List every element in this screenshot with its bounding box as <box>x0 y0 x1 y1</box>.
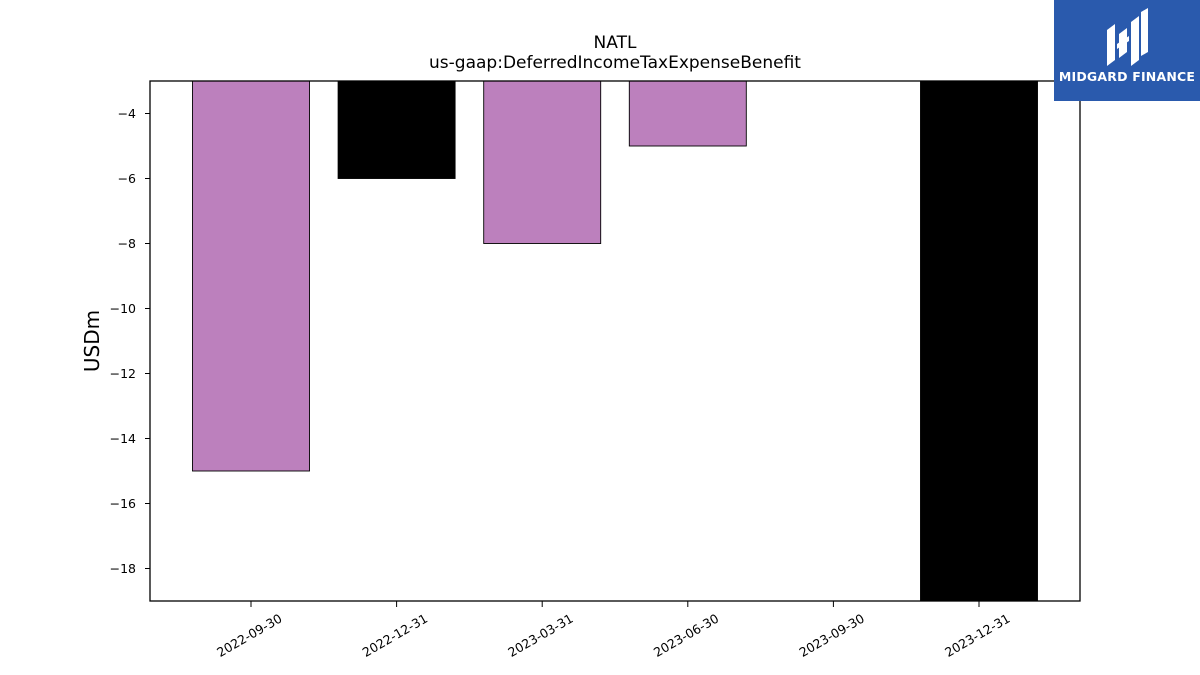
x-tick-label: 2022-12-31 <box>360 611 430 660</box>
bar-2022-09-30 <box>192 80 310 472</box>
bar-2022-12-31 <box>337 80 456 179</box>
y-tick-label: −14 <box>110 431 136 446</box>
x-tick-label: 2023-12-31 <box>942 611 1012 660</box>
bar-2023-06-30 <box>628 80 747 147</box>
logo-text: MIDGARD FINANCE <box>1058 69 1196 84</box>
y-tick-label: −4 <box>118 106 136 121</box>
y-tick-label: −10 <box>110 301 136 316</box>
chart-title: NATL <box>594 33 637 53</box>
x-tick-label: 2023-03-31 <box>505 611 575 660</box>
y-axis-label: USDm <box>80 310 104 372</box>
bar-2023-03-31 <box>483 80 602 244</box>
x-tick-label: 2022-09-30 <box>214 611 284 660</box>
y-tick-label: −6 <box>118 171 136 186</box>
x-tick-label: 2023-06-30 <box>651 611 721 660</box>
y-tick-label: −12 <box>110 366 136 381</box>
chart-subtitle: us-gaap:DeferredIncomeTaxExpenseBenefit <box>429 53 801 73</box>
x-tick-label: 2023-09-30 <box>796 611 866 660</box>
y-tick-label: −8 <box>118 236 136 251</box>
midgard-logo-icon <box>1107 8 1148 66</box>
midgard-finance-logo: MIDGARD FINANCE <box>1054 0 1200 101</box>
y-tick-label: −16 <box>110 496 136 511</box>
bar-2023-12-31 <box>920 80 1038 602</box>
plot-frame <box>149 80 1081 602</box>
y-tick-label: −18 <box>110 561 136 576</box>
